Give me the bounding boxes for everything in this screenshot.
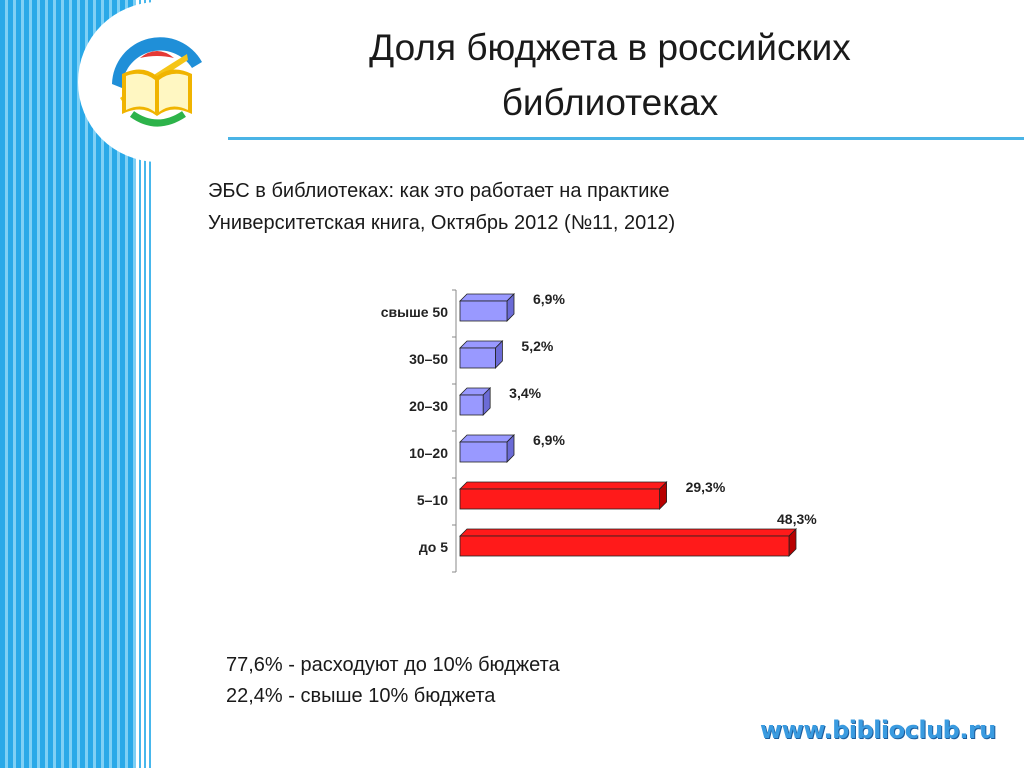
slide-title-line-2: библиотеках <box>501 82 719 123</box>
category-label: 30–50 <box>409 351 448 367</box>
category-label: до 5 <box>419 539 448 555</box>
source-caption-line-1: ЭБС в библиотеках: как это работает на п… <box>208 180 670 202</box>
footer-url[interactable]: www.biblioclub.ru <box>760 716 996 744</box>
header-divider <box>228 137 1024 140</box>
value-label: 48,3% <box>777 511 817 527</box>
bar-2 <box>459 347 496 369</box>
source-caption: ЭБС в библиотеках: как это работает на п… <box>208 175 675 239</box>
bar-5 <box>459 488 660 510</box>
source-caption-line-2: Университетская книга, Октябрь 2012 (№11… <box>208 212 676 234</box>
value-label: 3,4% <box>509 385 541 401</box>
open-book-logo-icon <box>97 19 217 139</box>
value-label: 5,2% <box>521 338 553 354</box>
bar-top-face <box>459 528 797 537</box>
category-label: 20–30 <box>409 398 448 414</box>
slide-title-line-1: Доля бюджета в российских <box>369 27 851 68</box>
summary-block: 77,6% - расходуют до 10% бюджета 22,4% -… <box>226 650 560 712</box>
category-label: свыше 50 <box>381 304 448 320</box>
bar-6 <box>459 535 790 557</box>
bar-top-face <box>459 481 668 490</box>
category-label: 10–20 <box>409 445 448 461</box>
category-label: 5–10 <box>417 492 448 508</box>
slide-title: Доля бюджета в российских библиотеках <box>290 20 930 130</box>
value-label: 6,9% <box>533 291 565 307</box>
budget-share-bar-chart: свыше 50 6,9% 30–50 5,2% 20–30 3,4% 10–20 6,9% 5… <box>381 289 817 573</box>
value-label: 29,3% <box>686 479 726 495</box>
summary-line-2: 22,4% - свыше 10% бюджета <box>226 685 496 707</box>
bar-4 <box>459 441 508 463</box>
bar-top-face <box>459 293 515 302</box>
value-label: 6,9% <box>533 432 565 448</box>
summary-line-1: 77,6% - расходуют до 10% бюджета <box>226 654 560 676</box>
bar-3 <box>459 394 484 416</box>
bar-1 <box>459 300 508 322</box>
bar-top-face <box>459 434 515 443</box>
